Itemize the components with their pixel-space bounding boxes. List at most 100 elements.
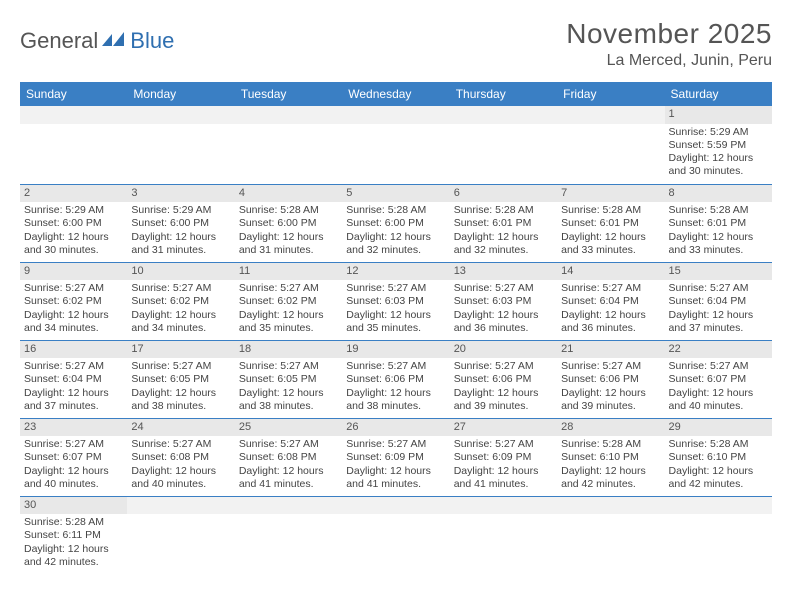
calendar-cell: 10Sunrise: 5:27 AMSunset: 6:02 PMDayligh…: [127, 262, 234, 340]
daylight-text: Daylight: 12 hours and 42 minutes.: [669, 465, 768, 491]
dayname-tuesday: Tuesday: [235, 82, 342, 106]
daynum: 25: [235, 419, 342, 437]
sunset-text: Sunset: 6:00 PM: [346, 217, 445, 230]
sunrise-text: Sunrise: 5:27 AM: [346, 282, 445, 295]
dayname-saturday: Saturday: [665, 82, 772, 106]
sunrise-text: Sunrise: 5:28 AM: [24, 516, 123, 529]
sunrise-text: Sunrise: 5:27 AM: [561, 360, 660, 373]
calendar-cell: 11Sunrise: 5:27 AMSunset: 6:02 PMDayligh…: [235, 262, 342, 340]
sunrise-text: Sunrise: 5:27 AM: [24, 438, 123, 451]
daynum: 19: [342, 341, 449, 359]
daylight-text: Daylight: 12 hours and 38 minutes.: [239, 387, 338, 413]
daynum-bar-empty: [235, 106, 342, 124]
daylight-text: Daylight: 12 hours and 36 minutes.: [561, 309, 660, 335]
daynum: 12: [342, 263, 449, 281]
daylight-text: Daylight: 12 hours and 35 minutes.: [346, 309, 445, 335]
daylight-text: Daylight: 12 hours and 39 minutes.: [454, 387, 553, 413]
sunrise-text: Sunrise: 5:27 AM: [454, 438, 553, 451]
calendar-cell: 5Sunrise: 5:28 AMSunset: 6:00 PMDaylight…: [342, 184, 449, 262]
daynum-bar-empty: [235, 497, 342, 515]
daynum-bar-empty: [127, 106, 234, 124]
daynum: 3: [127, 185, 234, 203]
sunrise-text: Sunrise: 5:28 AM: [669, 204, 768, 217]
sunrise-text: Sunrise: 5:28 AM: [454, 204, 553, 217]
daynum: 29: [665, 419, 772, 437]
daynum: 17: [127, 341, 234, 359]
calendar-body: 1Sunrise: 5:29 AMSunset: 5:59 PMDaylight…: [20, 106, 772, 574]
day-body: Sunrise: 5:28 AMSunset: 6:10 PMDaylight:…: [665, 436, 772, 495]
day-body: Sunrise: 5:27 AMSunset: 6:04 PMDaylight:…: [557, 280, 664, 339]
sunset-text: Sunset: 6:08 PM: [131, 451, 230, 464]
daylight-text: Daylight: 12 hours and 41 minutes.: [239, 465, 338, 491]
daylight-text: Daylight: 12 hours and 33 minutes.: [669, 231, 768, 257]
daynum: 2: [20, 185, 127, 203]
sunrise-text: Sunrise: 5:27 AM: [454, 282, 553, 295]
dayname-monday: Monday: [127, 82, 234, 106]
daynum-bar-empty: [450, 106, 557, 124]
sunset-text: Sunset: 6:01 PM: [669, 217, 768, 230]
daylight-text: Daylight: 12 hours and 30 minutes.: [24, 231, 123, 257]
daylight-text: Daylight: 12 hours and 35 minutes.: [239, 309, 338, 335]
sunrise-text: Sunrise: 5:27 AM: [669, 282, 768, 295]
logo-flag-icon: [102, 32, 128, 50]
sunset-text: Sunset: 6:09 PM: [346, 451, 445, 464]
sunrise-text: Sunrise: 5:28 AM: [561, 204, 660, 217]
calendar-cell-empty: [342, 496, 449, 574]
calendar-week: 2Sunrise: 5:29 AMSunset: 6:00 PMDaylight…: [20, 184, 772, 262]
dayname-wednesday: Wednesday: [342, 82, 449, 106]
sunset-text: Sunset: 6:00 PM: [131, 217, 230, 230]
sunrise-text: Sunrise: 5:27 AM: [346, 438, 445, 451]
calendar-week: 23Sunrise: 5:27 AMSunset: 6:07 PMDayligh…: [20, 418, 772, 496]
daynum: 7: [557, 185, 664, 203]
sunrise-text: Sunrise: 5:27 AM: [131, 360, 230, 373]
calendar-week: 1Sunrise: 5:29 AMSunset: 5:59 PMDaylight…: [20, 106, 772, 184]
day-body: Sunrise: 5:27 AMSunset: 6:03 PMDaylight:…: [342, 280, 449, 339]
day-body: Sunrise: 5:27 AMSunset: 6:06 PMDaylight:…: [557, 358, 664, 417]
day-body: Sunrise: 5:28 AMSunset: 6:00 PMDaylight:…: [235, 202, 342, 261]
daylight-text: Daylight: 12 hours and 39 minutes.: [561, 387, 660, 413]
calendar-week: 9Sunrise: 5:27 AMSunset: 6:02 PMDaylight…: [20, 262, 772, 340]
day-body: Sunrise: 5:27 AMSunset: 6:05 PMDaylight:…: [127, 358, 234, 417]
sunrise-text: Sunrise: 5:28 AM: [561, 438, 660, 451]
daylight-text: Daylight: 12 hours and 37 minutes.: [669, 309, 768, 335]
calendar-cell: 1Sunrise: 5:29 AMSunset: 5:59 PMDaylight…: [665, 106, 772, 184]
day-body: Sunrise: 5:27 AMSunset: 6:09 PMDaylight:…: [450, 436, 557, 495]
calendar-cell: 8Sunrise: 5:28 AMSunset: 6:01 PMDaylight…: [665, 184, 772, 262]
calendar-cell: 15Sunrise: 5:27 AMSunset: 6:04 PMDayligh…: [665, 262, 772, 340]
day-body: Sunrise: 5:28 AMSunset: 6:10 PMDaylight:…: [557, 436, 664, 495]
daylight-text: Daylight: 12 hours and 33 minutes.: [561, 231, 660, 257]
daynum-bar-empty: [557, 106, 664, 124]
sunrise-text: Sunrise: 5:27 AM: [239, 282, 338, 295]
daylight-text: Daylight: 12 hours and 30 minutes.: [669, 152, 768, 178]
day-body: Sunrise: 5:27 AMSunset: 6:06 PMDaylight:…: [450, 358, 557, 417]
daylight-text: Daylight: 12 hours and 37 minutes.: [24, 387, 123, 413]
month-title: November 2025: [566, 18, 772, 50]
daynum: 30: [20, 497, 127, 515]
dayname-thursday: Thursday: [450, 82, 557, 106]
calendar-cell-empty: [127, 106, 234, 184]
day-body: Sunrise: 5:29 AMSunset: 6:00 PMDaylight:…: [127, 202, 234, 261]
sunset-text: Sunset: 6:05 PM: [131, 373, 230, 386]
sunrise-text: Sunrise: 5:27 AM: [454, 360, 553, 373]
location: La Merced, Junin, Peru: [566, 52, 772, 70]
calendar-cell-empty: [235, 496, 342, 574]
daynum: 16: [20, 341, 127, 359]
daynum: 28: [557, 419, 664, 437]
daylight-text: Daylight: 12 hours and 41 minutes.: [454, 465, 553, 491]
day-body: Sunrise: 5:27 AMSunset: 6:02 PMDaylight:…: [235, 280, 342, 339]
daylight-text: Daylight: 12 hours and 41 minutes.: [346, 465, 445, 491]
daynum-bar-empty: [450, 497, 557, 515]
daynum-bar-empty: [557, 497, 664, 515]
calendar-cell: 22Sunrise: 5:27 AMSunset: 6:07 PMDayligh…: [665, 340, 772, 418]
day-body: Sunrise: 5:27 AMSunset: 6:03 PMDaylight:…: [450, 280, 557, 339]
daylight-text: Daylight: 12 hours and 32 minutes.: [454, 231, 553, 257]
daylight-text: Daylight: 12 hours and 32 minutes.: [346, 231, 445, 257]
title-block: November 2025 La Merced, Junin, Peru: [566, 18, 772, 70]
day-body: Sunrise: 5:28 AMSunset: 6:01 PMDaylight:…: [665, 202, 772, 261]
daynum: 24: [127, 419, 234, 437]
sunset-text: Sunset: 6:11 PM: [24, 529, 123, 542]
sunset-text: Sunset: 6:03 PM: [346, 295, 445, 308]
calendar-cell-empty: [665, 496, 772, 574]
logo-text-blue: Blue: [130, 28, 174, 54]
day-body: Sunrise: 5:27 AMSunset: 6:04 PMDaylight:…: [20, 358, 127, 417]
